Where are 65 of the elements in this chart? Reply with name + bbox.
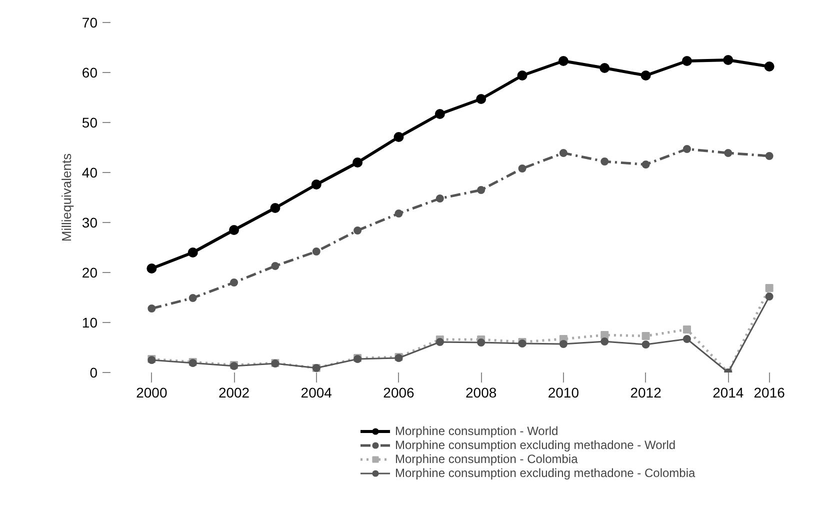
y-tick-label: 60 [82, 64, 98, 80]
x-tick-label: 2006 [383, 384, 415, 400]
x-tick-label: 2008 [466, 384, 497, 400]
point [724, 149, 732, 157]
point [230, 278, 238, 286]
point [434, 109, 445, 119]
y-tick-label: 0 [90, 364, 98, 380]
point [600, 158, 609, 166]
point [642, 160, 650, 168]
y-tick-label: 50 [82, 114, 98, 130]
y-tick-label: 30 [82, 214, 98, 230]
point [229, 225, 240, 235]
point [188, 294, 197, 302]
point [600, 331, 609, 339]
legend-label: Morphine consumption excluding methadone - World [395, 438, 676, 452]
point [682, 56, 692, 66]
point [271, 262, 280, 270]
point [352, 158, 363, 168]
point [394, 132, 404, 142]
point [765, 292, 774, 300]
y-tick-label: 10 [82, 314, 98, 330]
x-tick-label: 2016 [754, 384, 786, 400]
point [312, 248, 320, 256]
point [642, 340, 650, 348]
y-tick-label: 70 [82, 14, 98, 30]
x-tick-label: 2002 [218, 384, 250, 400]
point [600, 63, 610, 73]
point [559, 149, 568, 157]
legend-label: Morphine consumption excluding methadone - Colombia [395, 466, 696, 480]
point [518, 164, 526, 172]
point [270, 203, 280, 213]
point [558, 56, 568, 66]
point [682, 335, 691, 343]
point [642, 332, 650, 340]
x-tick-label: 2004 [300, 384, 332, 400]
point [682, 326, 691, 334]
point [188, 248, 198, 258]
point [394, 210, 403, 218]
x-tick-label: 2014 [712, 384, 744, 400]
x-tick-label: 2010 [548, 384, 580, 400]
y-tick-label: 40 [82, 164, 98, 180]
legend-label: Morphine consumption - Colombia [395, 452, 578, 466]
point [436, 194, 444, 202]
x-tick-label: 2012 [630, 384, 662, 400]
x-tick-label: 2000 [136, 384, 168, 400]
point [723, 55, 734, 65]
point [559, 340, 568, 348]
point [517, 70, 528, 80]
point [640, 70, 651, 80]
point [311, 180, 322, 190]
point [354, 226, 362, 234]
y-axis-title: Milliequivalents [58, 152, 74, 242]
y-tick-label: 20 [82, 264, 98, 280]
point [146, 264, 157, 274]
point [477, 186, 486, 194]
point [148, 304, 156, 312]
point [477, 338, 486, 346]
point [476, 94, 486, 104]
point [765, 284, 774, 292]
point [765, 152, 774, 160]
legend-label: Morphine consumption - World [395, 424, 558, 438]
point [600, 338, 609, 346]
point [764, 62, 774, 72]
point [436, 338, 444, 346]
point [682, 145, 691, 153]
